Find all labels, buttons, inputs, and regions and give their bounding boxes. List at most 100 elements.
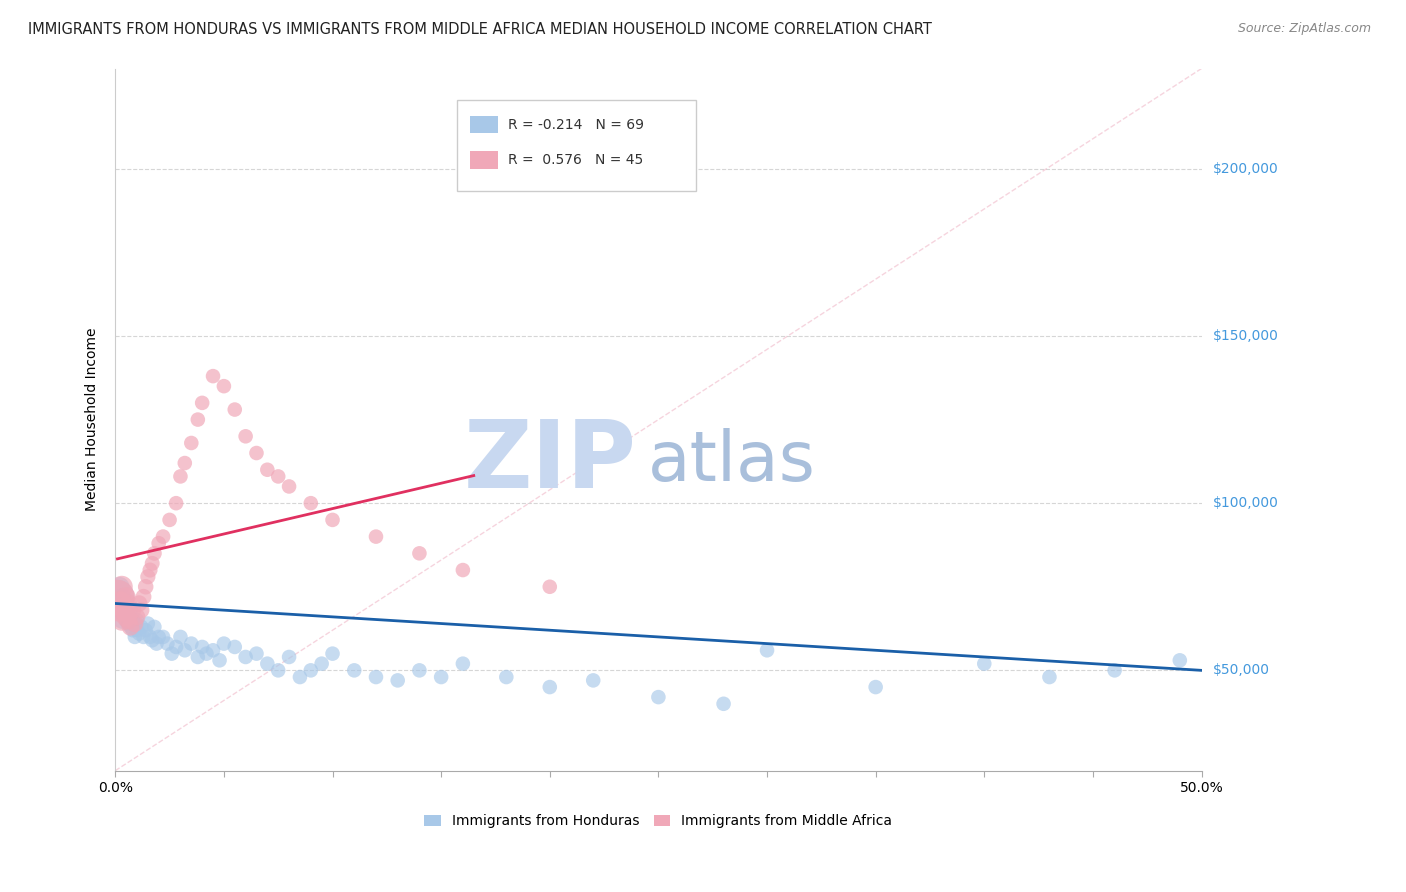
- Text: $150,000: $150,000: [1212, 329, 1278, 343]
- Point: [117, 610, 139, 624]
- Point: [245, 446, 267, 460]
- Point: [131, 620, 153, 634]
- Point: [152, 630, 174, 644]
- Point: [267, 469, 290, 483]
- Point: [973, 657, 995, 671]
- Point: [115, 610, 138, 624]
- Point: [865, 680, 887, 694]
- FancyBboxPatch shape: [471, 151, 498, 169]
- Point: [202, 643, 225, 657]
- Point: [111, 613, 134, 627]
- Text: Source: ZipAtlas.com: Source: ZipAtlas.com: [1237, 22, 1371, 36]
- Point: [165, 640, 187, 654]
- Point: [173, 643, 195, 657]
- Point: [756, 643, 779, 657]
- Point: [165, 496, 187, 510]
- Point: [160, 647, 183, 661]
- Point: [107, 590, 129, 604]
- Point: [139, 563, 162, 577]
- Point: [111, 580, 134, 594]
- Point: [256, 657, 278, 671]
- Point: [180, 637, 202, 651]
- Y-axis label: Median Household Income: Median Household Income: [86, 328, 100, 511]
- Point: [112, 603, 135, 617]
- Point: [187, 412, 209, 426]
- Legend: Immigrants from Honduras, Immigrants from Middle Africa: Immigrants from Honduras, Immigrants fro…: [419, 809, 898, 834]
- Point: [364, 530, 387, 544]
- Point: [136, 616, 159, 631]
- Point: [408, 546, 430, 560]
- Point: [582, 673, 605, 688]
- Point: [364, 670, 387, 684]
- FancyBboxPatch shape: [457, 100, 696, 192]
- Point: [169, 469, 191, 483]
- Point: [235, 429, 257, 443]
- Point: [343, 664, 366, 678]
- Point: [278, 479, 301, 493]
- Point: [143, 546, 166, 560]
- Point: [111, 613, 134, 627]
- Point: [235, 650, 257, 665]
- Point: [125, 610, 148, 624]
- Point: [387, 673, 409, 688]
- Point: [713, 697, 735, 711]
- Point: [135, 624, 157, 638]
- Text: ZIP: ZIP: [464, 416, 637, 508]
- Point: [125, 613, 148, 627]
- Point: [256, 463, 278, 477]
- Point: [131, 603, 153, 617]
- Point: [152, 530, 174, 544]
- Point: [121, 603, 143, 617]
- Point: [120, 620, 142, 634]
- Point: [124, 630, 146, 644]
- Point: [128, 597, 150, 611]
- Point: [195, 647, 218, 661]
- Point: [1038, 670, 1060, 684]
- Point: [212, 637, 235, 651]
- Point: [139, 630, 162, 644]
- Point: [128, 626, 150, 640]
- Point: [278, 650, 301, 665]
- Point: [288, 670, 311, 684]
- Point: [108, 603, 131, 617]
- Point: [202, 369, 225, 384]
- Text: IMMIGRANTS FROM HONDURAS VS IMMIGRANTS FROM MIDDLE AFRICA MEDIAN HOUSEHOLD INCOM: IMMIGRANTS FROM HONDURAS VS IMMIGRANTS F…: [28, 22, 932, 37]
- Point: [322, 513, 344, 527]
- Point: [111, 590, 134, 604]
- Point: [108, 580, 131, 594]
- Point: [191, 640, 214, 654]
- Point: [159, 513, 181, 527]
- Point: [132, 590, 155, 604]
- Point: [108, 603, 131, 617]
- Point: [132, 630, 155, 644]
- Point: [117, 616, 139, 631]
- Point: [311, 657, 333, 671]
- Point: [408, 664, 430, 678]
- Point: [224, 640, 246, 654]
- Point: [115, 607, 138, 621]
- Point: [322, 647, 344, 661]
- Point: [212, 379, 235, 393]
- Point: [141, 557, 163, 571]
- Point: [187, 650, 209, 665]
- Point: [647, 690, 669, 705]
- Point: [191, 396, 214, 410]
- Point: [112, 597, 135, 611]
- Point: [245, 647, 267, 661]
- Text: R =  0.576   N = 45: R = 0.576 N = 45: [509, 153, 644, 167]
- Point: [148, 536, 170, 550]
- Point: [124, 616, 146, 631]
- Text: atlas: atlas: [648, 428, 815, 495]
- Point: [115, 590, 138, 604]
- Point: [1168, 653, 1191, 667]
- Point: [173, 456, 195, 470]
- Text: $50,000: $50,000: [1212, 664, 1270, 677]
- Point: [299, 496, 322, 510]
- Point: [112, 603, 135, 617]
- Point: [120, 620, 142, 634]
- Point: [148, 630, 170, 644]
- Point: [495, 670, 517, 684]
- Point: [430, 670, 453, 684]
- Point: [169, 630, 191, 644]
- Point: [451, 657, 474, 671]
